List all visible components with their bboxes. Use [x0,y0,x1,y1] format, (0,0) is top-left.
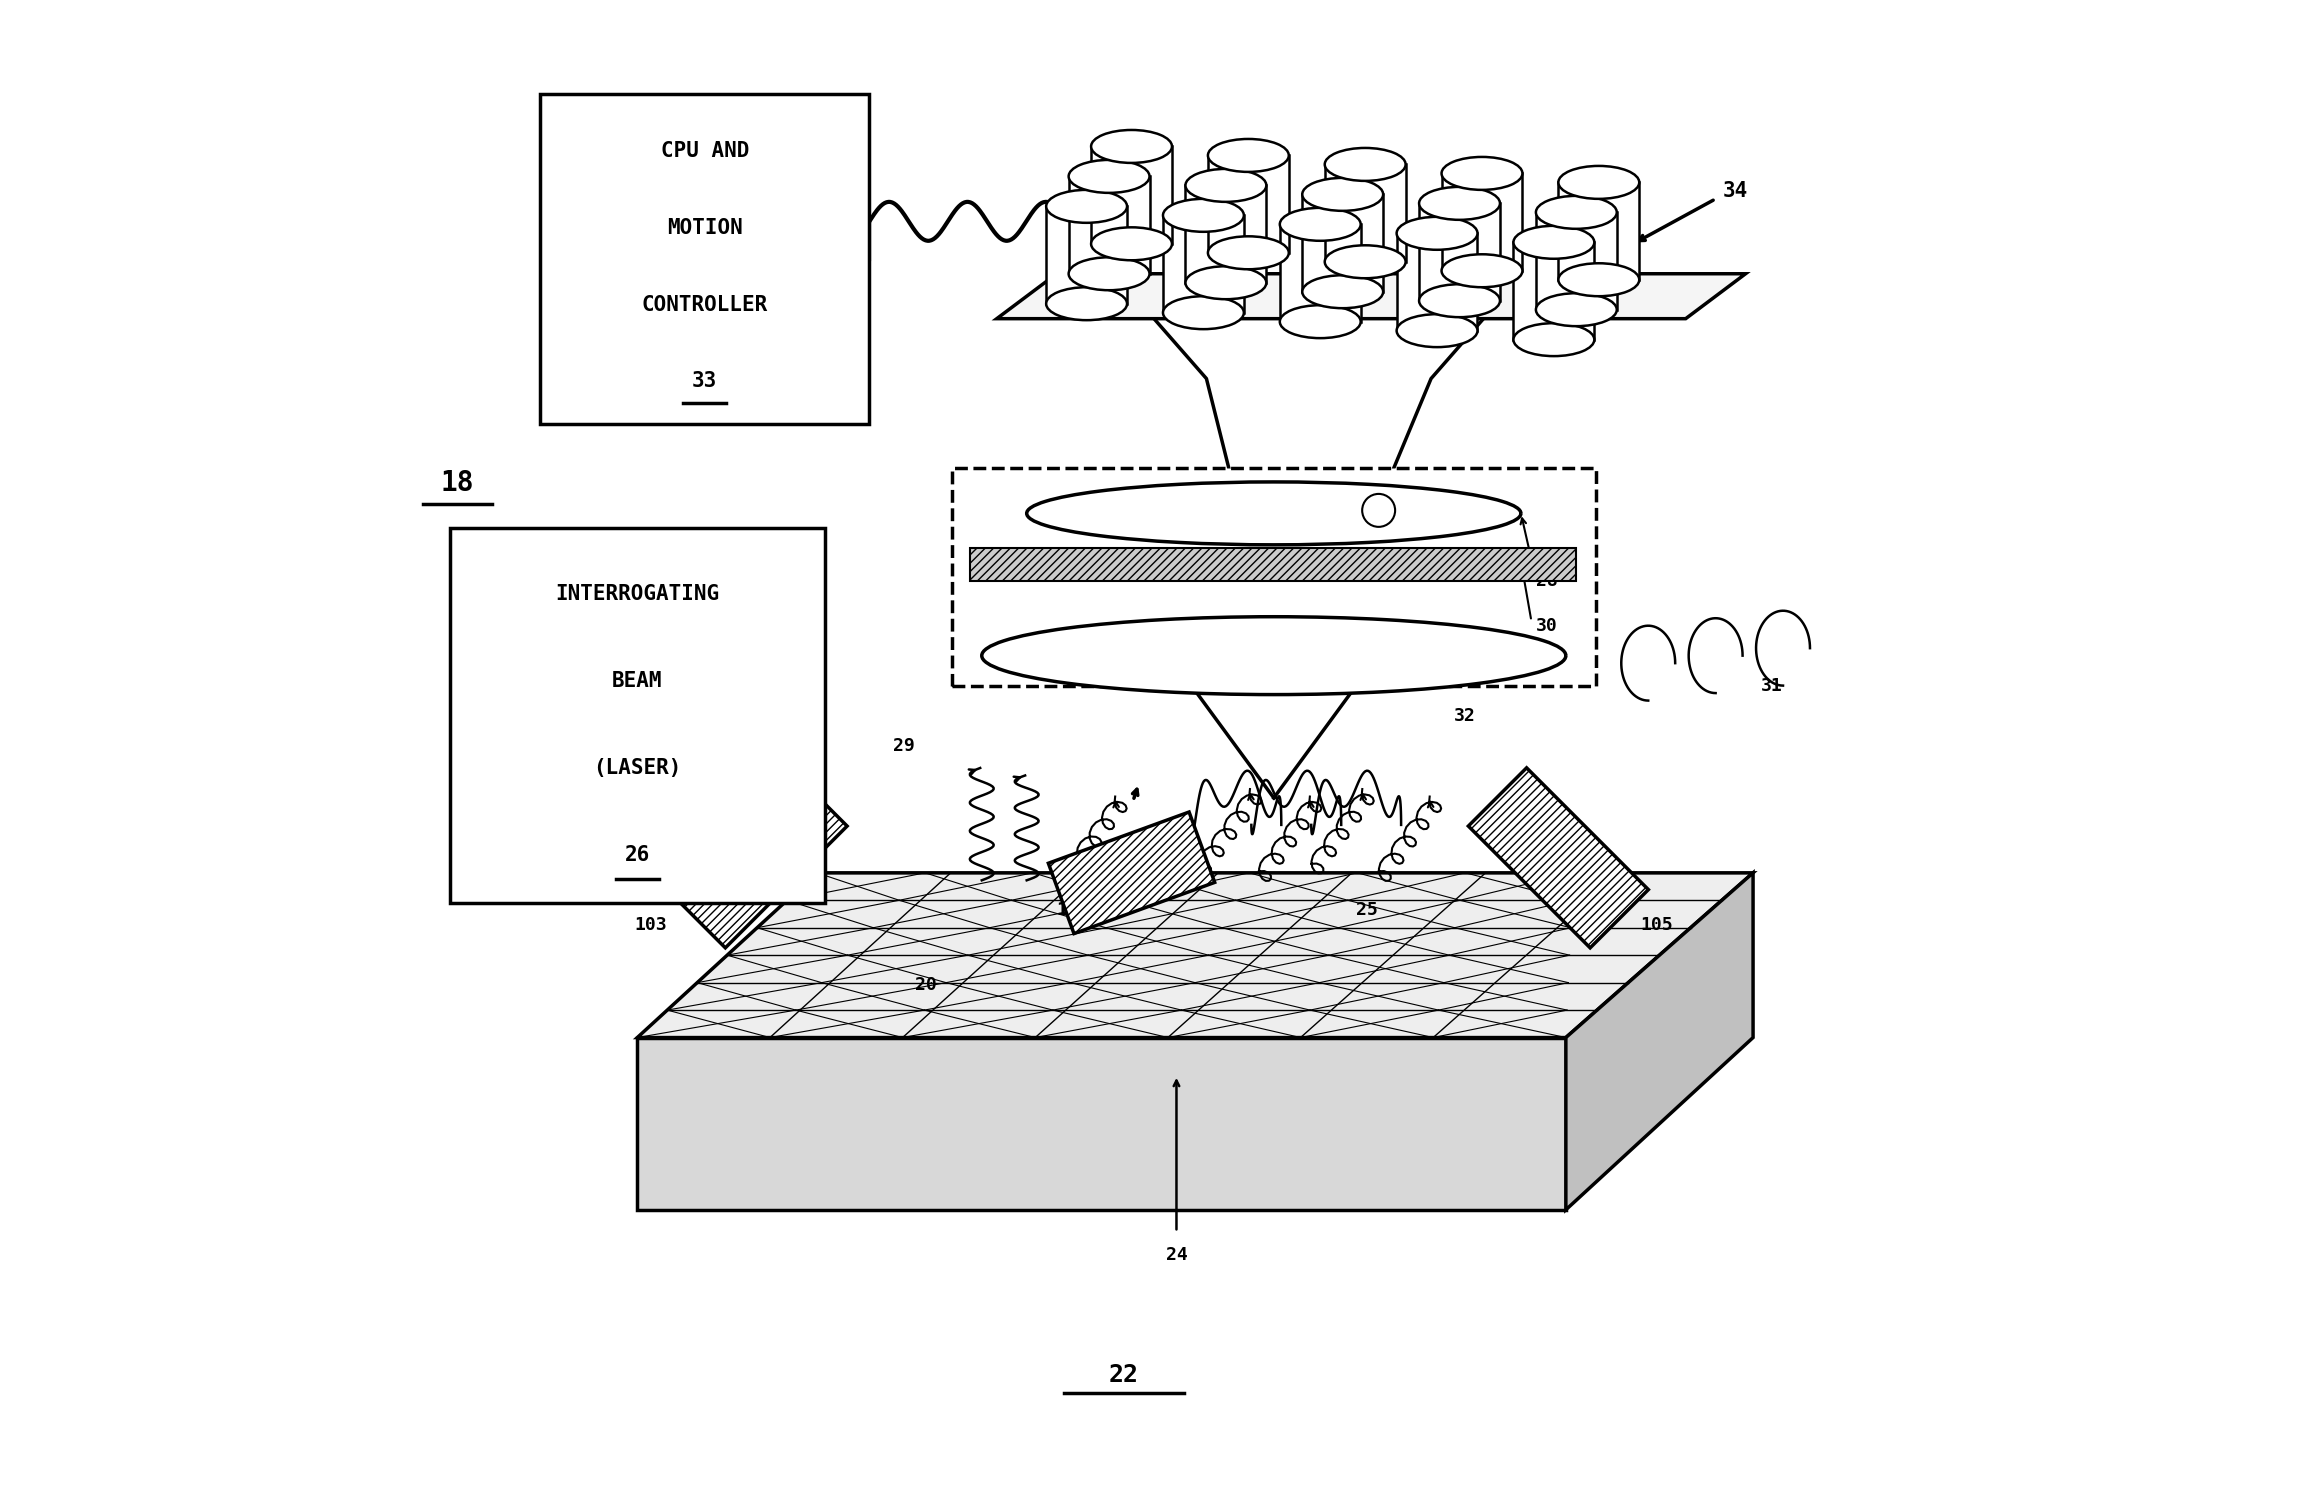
Ellipse shape [1419,187,1500,220]
Text: 30: 30 [1535,616,1558,634]
Ellipse shape [1325,245,1406,279]
Ellipse shape [1027,482,1521,545]
FancyBboxPatch shape [1558,182,1639,280]
Ellipse shape [1535,294,1618,327]
Text: MOTION: MOTION [667,218,743,238]
Text: 26: 26 [625,845,651,864]
Ellipse shape [1186,169,1267,202]
Text: 100: 100 [1057,901,1089,919]
Ellipse shape [1186,267,1267,300]
Ellipse shape [1092,130,1172,163]
Ellipse shape [1281,208,1362,241]
Text: 18: 18 [441,470,475,497]
Ellipse shape [1046,288,1126,321]
Text: 103: 103 [635,916,667,934]
Ellipse shape [1281,306,1362,339]
Text: 31: 31 [1761,676,1782,694]
Text: 33: 33 [692,372,718,392]
Polygon shape [637,1038,1565,1209]
Ellipse shape [1046,190,1126,223]
Text: 25: 25 [1357,901,1378,919]
Ellipse shape [1092,227,1172,261]
Ellipse shape [1207,139,1288,172]
Text: 107: 107 [1357,512,1389,530]
Text: 20: 20 [914,976,937,994]
Ellipse shape [1558,166,1639,199]
FancyBboxPatch shape [1207,155,1288,253]
Bar [951,468,1595,685]
Bar [969,548,1576,581]
FancyBboxPatch shape [1419,203,1500,301]
Ellipse shape [1514,324,1595,355]
Text: INTERROGATING: INTERROGATING [556,584,720,604]
Ellipse shape [1302,276,1382,309]
Text: 28: 28 [1535,572,1558,590]
Polygon shape [637,873,1754,1038]
Text: 22: 22 [1110,1363,1140,1387]
Text: 24: 24 [1166,1245,1186,1264]
Bar [450,529,824,902]
FancyBboxPatch shape [1069,176,1149,274]
Ellipse shape [1396,217,1477,250]
FancyBboxPatch shape [1514,242,1595,340]
Ellipse shape [1514,226,1595,259]
Ellipse shape [1535,196,1618,229]
Ellipse shape [1207,236,1288,270]
Ellipse shape [1396,315,1477,346]
Ellipse shape [1163,297,1244,330]
Text: BEAM: BEAM [612,670,662,691]
Ellipse shape [1419,285,1500,318]
Bar [540,93,870,423]
FancyBboxPatch shape [1535,212,1618,310]
FancyBboxPatch shape [1442,173,1523,271]
Ellipse shape [1558,264,1639,297]
FancyBboxPatch shape [1396,233,1477,331]
Text: (LASER): (LASER) [593,758,681,777]
Ellipse shape [1362,494,1394,527]
FancyBboxPatch shape [1281,224,1362,322]
Ellipse shape [1163,199,1244,232]
Polygon shape [1468,768,1648,947]
Text: 29: 29 [893,736,914,755]
Ellipse shape [1325,148,1406,181]
Ellipse shape [1442,157,1523,190]
Text: 34: 34 [1724,181,1749,202]
Ellipse shape [981,617,1565,694]
FancyBboxPatch shape [1163,215,1244,313]
Polygon shape [997,274,1745,319]
FancyBboxPatch shape [1092,146,1172,244]
Polygon shape [1565,873,1754,1209]
Text: 105: 105 [1641,916,1673,934]
Ellipse shape [1302,178,1382,211]
Ellipse shape [1442,255,1523,288]
FancyBboxPatch shape [1302,194,1382,292]
Ellipse shape [1069,258,1149,291]
Ellipse shape [1069,160,1149,193]
FancyBboxPatch shape [1186,185,1267,283]
Text: 32: 32 [1454,706,1475,724]
Text: CONTROLLER: CONTROLLER [642,295,769,315]
Polygon shape [1048,812,1214,934]
Polygon shape [667,768,847,947]
FancyBboxPatch shape [1046,206,1126,304]
FancyBboxPatch shape [1325,164,1406,262]
Text: CPU AND: CPU AND [660,142,748,161]
